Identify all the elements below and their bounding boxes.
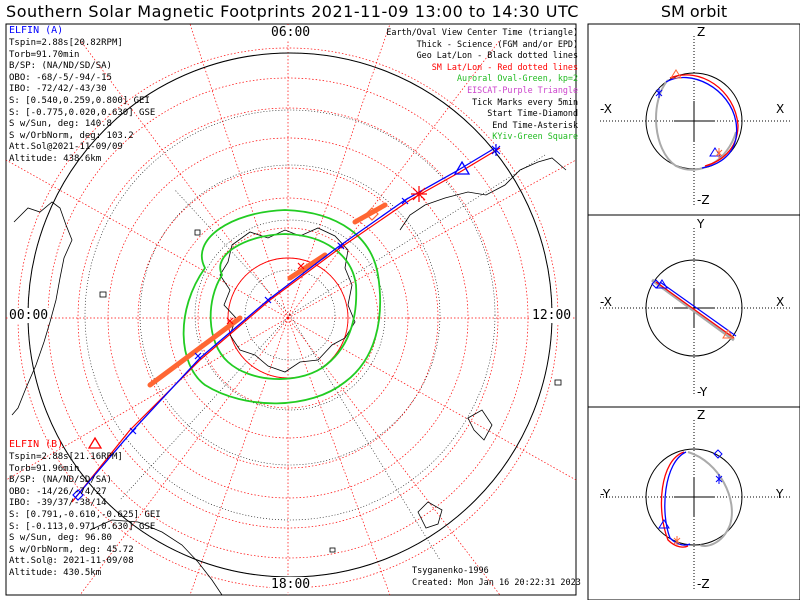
clock-label-top: 06:00: [270, 25, 312, 40]
panel3-bottom-label: -Z: [697, 577, 710, 591]
elfin-b-info: Tspin=2.88s[21.16RPM] Torb=91.96min B/SP: …: [9, 452, 161, 578]
sm-grid: [6, 24, 576, 595]
legend-entry: Geo Lat/Lon - Black dotted lines: [416, 50, 578, 61]
panel2-bottom-label: -Y: [697, 385, 708, 399]
model-label: Tsyganenko-1996: [412, 566, 489, 576]
coastlines: [11, 157, 567, 595]
panel1-bottom-label: -Z: [697, 193, 710, 207]
orbit-panel-title: SM orbit: [660, 2, 728, 21]
elfin-b-center-triangle: [87, 436, 103, 449]
legend-entry: Tick Marks every 5min: [472, 96, 578, 107]
clock-label-right: 12:00: [531, 308, 573, 323]
elfin-b-start-diamond: [365, 207, 379, 221]
elfin-b-heading: ELFIN (B): [9, 439, 64, 450]
orbit-panel-yz-frame: [587, 406, 800, 600]
panel1-top-label: Z: [697, 25, 706, 39]
elfin-b-end-asterisk: [411, 186, 427, 202]
legend-entry: Auroral Oval-Green, kp=2: [456, 73, 578, 84]
legend-entry: SM Lat/Lon - Red dotted lines: [431, 61, 578, 72]
elfin-a-track: [74, 147, 496, 499]
panel1-right-label: X: [776, 102, 785, 116]
orbit-panel-yz: [600, 420, 790, 590]
orbit-panel-xz: [600, 36, 790, 205]
elfin-a-ticks: [129, 197, 409, 435]
legend-entry: Earth/Oval View Center Time (triangle): [386, 27, 578, 37]
panel2-left-label: -X: [600, 295, 612, 309]
elfin-a-heading: ELFIN (A): [9, 25, 64, 36]
panel1-left-label: -X: [600, 102, 612, 116]
elfin-a-info: Tspin=2.88s[20.82RPM] Torb=91.70min B/SP: …: [9, 38, 156, 164]
legend-entry: Thick - Science (FGM and/or EPD): [416, 38, 578, 49]
clock-label-bottom: 18:00: [270, 577, 312, 592]
elfin-b-track: [71, 147, 501, 503]
elfin-a-start-diamond: [72, 489, 84, 501]
legend-entry: End Time-Asterisk: [492, 119, 578, 130]
plot-title: Southern Solar Magnetic Footprints 2021-…: [6, 2, 579, 21]
map-frame: [5, 23, 577, 596]
elfin-b-ticks: [226, 262, 305, 325]
legend-entry: KYiv-Green Square: [492, 131, 578, 142]
legend-entry: EISCAT-Purple Triangle: [467, 84, 578, 95]
auroral-oval: [182, 209, 381, 405]
science-segments: [147, 202, 388, 388]
panel2-right-label: X: [776, 295, 785, 309]
panel3-right-label: Y: [776, 487, 784, 501]
elfin-a-end-asterisk: [491, 144, 501, 156]
legend-entry: Start Time-Diamond: [487, 108, 578, 119]
legend: Earth/Oval View Center Time (triangle) Th…: [386, 27, 578, 143]
panel3-left-label: -Y: [600, 487, 611, 501]
created-label: Created: Mon Jan 16 20:22:31 2023: [412, 578, 581, 588]
panel3-top-label: Z: [697, 408, 706, 422]
elfin-a-center-triangle: [453, 160, 471, 175]
orbit-panel-xy: [600, 228, 790, 395]
panel2-top-label: Y: [697, 217, 705, 231]
clock-label-left: 00:00: [8, 308, 50, 323]
